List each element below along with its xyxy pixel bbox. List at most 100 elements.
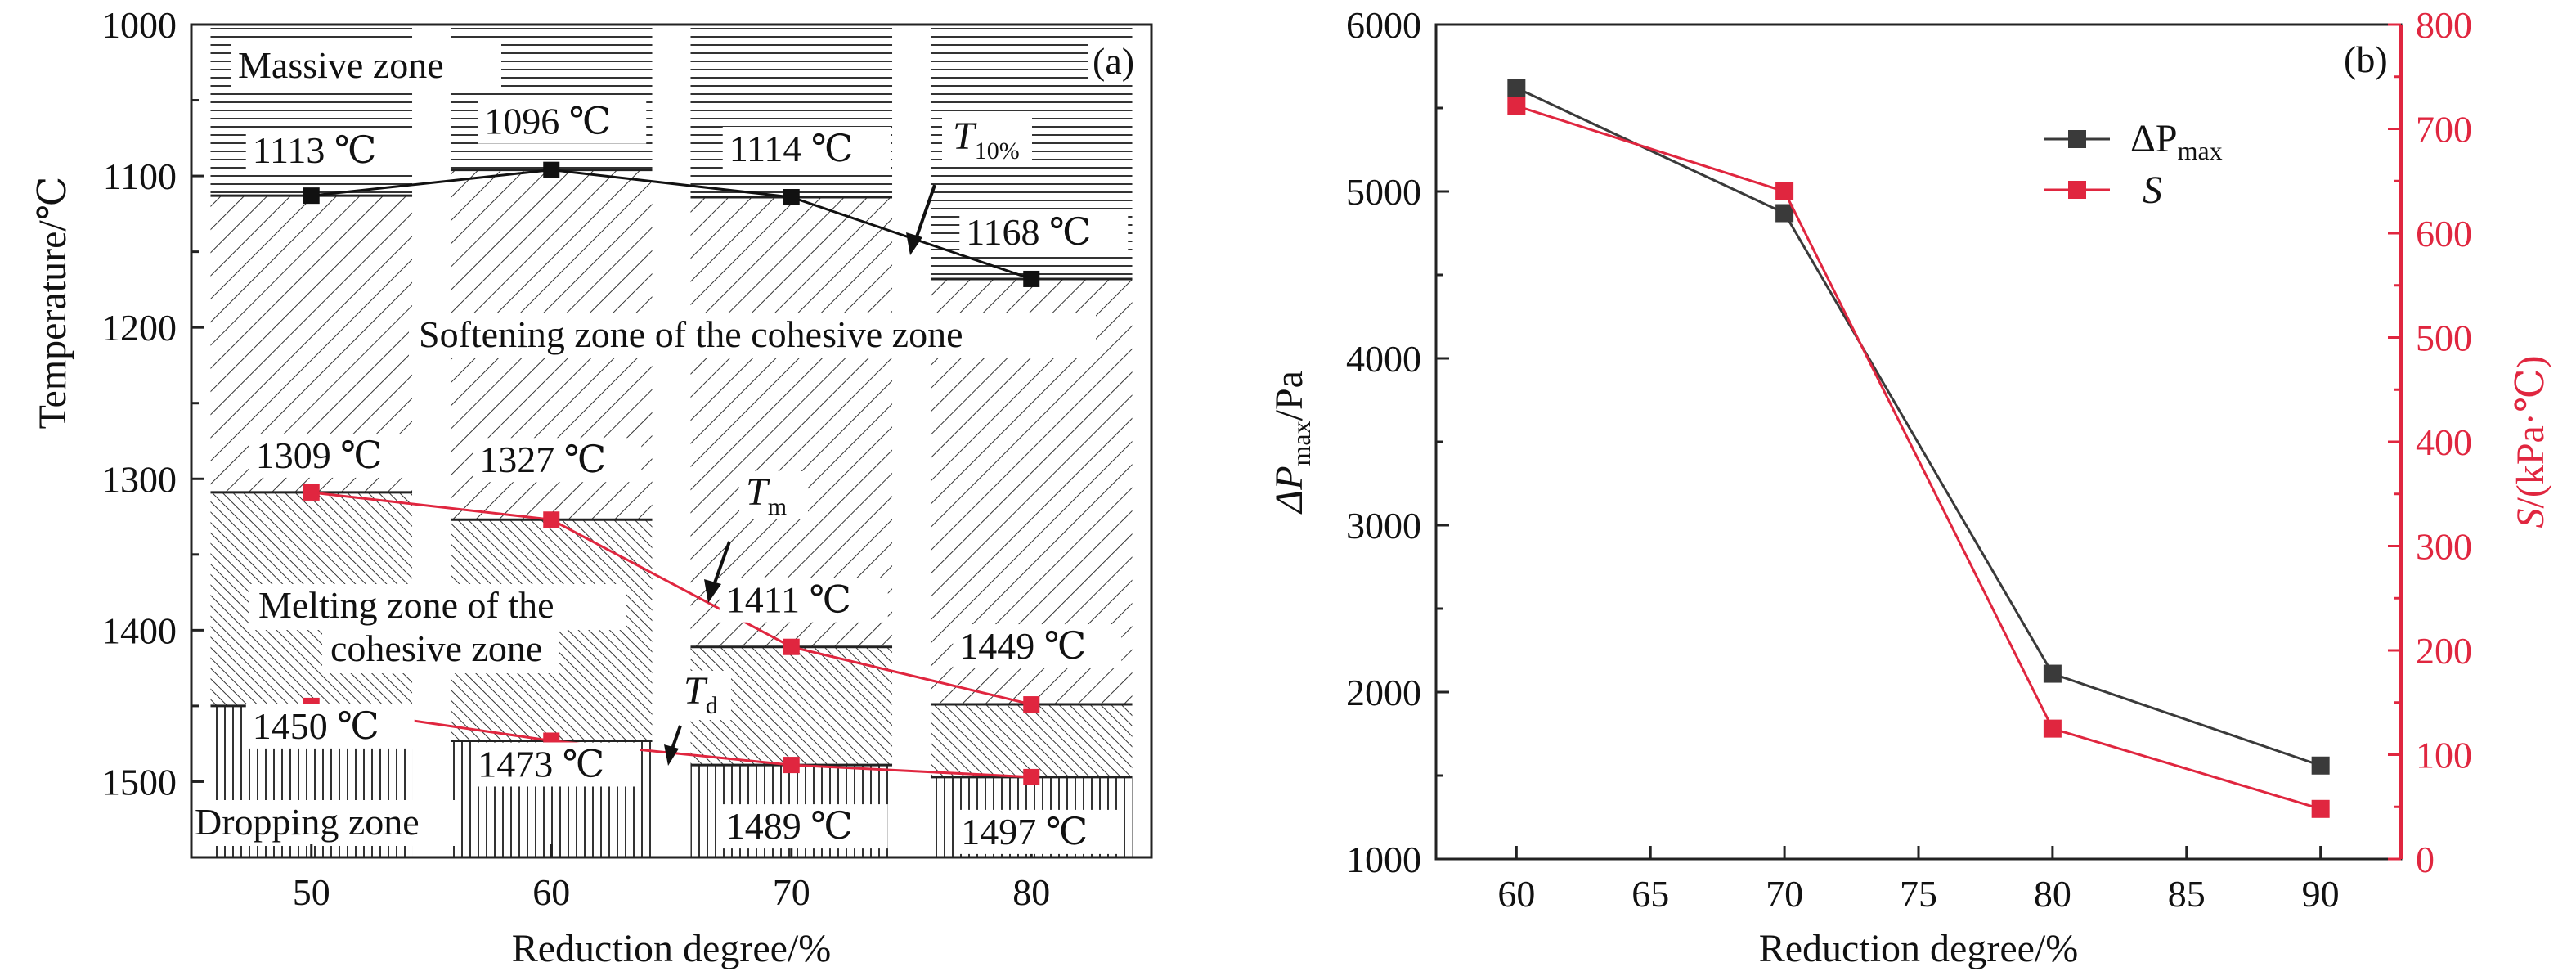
b-left-tick-label: 5000: [1346, 171, 1421, 213]
a-value-label-Tm: 1327 ℃: [479, 439, 606, 480]
a-value-label-bg: [478, 99, 647, 144]
a-marker-Tm: [543, 511, 560, 528]
a-value-label-bg: [249, 433, 418, 478]
a-t10-label: T10%: [953, 115, 1020, 164]
label-mask: [322, 627, 559, 673]
a-marker-Tm: [1023, 696, 1040, 713]
b-marker-s: [2043, 719, 2062, 738]
b-panel-label: (b): [2344, 38, 2388, 80]
label-mask: [675, 671, 731, 720]
a-tm-arrowhead: [704, 579, 721, 603]
a-y-tick-label: 1100: [103, 155, 177, 197]
b-x-tick-label: 80: [2034, 873, 2071, 915]
panel-b: 1000 2000 3000 4000 5000 6000 0 100 200 300 400 500…: [1268, 4, 2552, 970]
a-value-label-Td: 1450 ℃: [253, 705, 379, 747]
a-panel-label: (a): [1093, 40, 1134, 82]
label-mask: [739, 471, 808, 519]
a-value-label-bg: [473, 438, 642, 483]
a-y-tick-label: 1000: [101, 4, 177, 46]
a-td-arrowhead: [664, 744, 679, 766]
a-zone-label-melting-2: cohesive zone: [330, 627, 542, 669]
a-series-lines: [303, 161, 1040, 785]
a-zone-label-softening: Softening zone of the cohesive zone: [419, 313, 963, 355]
b-marker-dp: [1507, 79, 1526, 97]
b-right-tick-label: 400: [2416, 421, 2472, 463]
a-axis-ticks: 1000 1100 1200 1300 1400 1500 50 60 70 80: [101, 4, 1050, 913]
melting-zone-fill: [930, 704, 1133, 777]
a-zone-label-dropping: Dropping zone: [195, 801, 420, 843]
a-series-line-T10: [311, 169, 1032, 281]
a-value-label-bg: [471, 742, 640, 787]
a-value-label-bg: [722, 127, 891, 172]
b-right-tick-label: 300: [2416, 526, 2472, 568]
b-y-axis-title-left: ΔPmax/Pa: [1268, 371, 1316, 515]
softening-zone-fill: [690, 197, 893, 647]
label-mask: [1088, 39, 1142, 85]
a-series-line-Tm: [311, 491, 1032, 706]
b-x-tick-label: 70: [1766, 873, 1803, 915]
label-mask: [193, 800, 459, 846]
a-y-tick-label: 1500: [101, 761, 177, 803]
a-value-label-T10: 1096 ℃: [484, 101, 611, 142]
massive-zone-fill: [690, 25, 893, 198]
a-marker-Td: [1023, 768, 1040, 785]
a-t10-arrow: [913, 184, 936, 242]
a-value-label-Tm: 1309 ℃: [256, 434, 383, 476]
a-marker-Td: [783, 757, 800, 774]
a-zone-label-massive: Massive zone: [238, 44, 444, 86]
b-marker-dp: [2043, 664, 2062, 683]
a-marker-T10: [543, 161, 560, 178]
a-value-label-bg: [719, 578, 888, 623]
b-x-tick-label: 90: [2302, 873, 2340, 915]
a-value-label-bg: [959, 209, 1129, 254]
b-left-tick-label: 4000: [1346, 338, 1421, 380]
a-x-tick-label: 50: [293, 871, 330, 913]
b-series-line-dp: [1515, 87, 2322, 767]
a-value-labels: 1113 ℃ 1096 ℃ 1114 ℃ 1168 ℃ 1309 ℃ 1327 ℃ 1411…: [245, 99, 1129, 854]
a-zone-label-melting-1: Melting zone of the: [258, 584, 554, 626]
a-value-label-bg: [954, 809, 1124, 854]
a-tm-arrow: [711, 541, 731, 588]
b-x-tick-label: 60: [1497, 873, 1535, 915]
b-right-tick-label: 600: [2416, 213, 2472, 254]
b-right-tick-label: 800: [2416, 4, 2472, 46]
a-value-label-Td: 1473 ℃: [478, 743, 604, 785]
a-value-label-T10: 1168 ℃: [966, 211, 1091, 253]
a-value-label-Tm: 1449 ℃: [959, 625, 1086, 667]
a-value-label-bg: [245, 128, 415, 173]
b-legend-label-dp: ΔPmax: [2130, 117, 2223, 165]
b-right-tick-label: 500: [2416, 317, 2472, 359]
b-right-tick-label: 200: [2416, 630, 2472, 672]
a-y-axis-title: Temperature/℃: [31, 177, 74, 430]
b-right-tick-label: 700: [2416, 109, 2472, 151]
b-series-lines: [1507, 79, 2330, 818]
b-axis-ticks: 1000 2000 3000 4000 5000 6000 0 100 200 300 400 500…: [1346, 4, 2472, 915]
b-series-line-s: [1515, 105, 2322, 811]
a-y-tick-label: 1300: [101, 458, 177, 500]
b-marker-s: [1507, 97, 1526, 115]
a-x-axis-title: Reduction degree/%: [512, 927, 832, 970]
a-series-line-Td: [311, 704, 1032, 779]
b-marker-dp: [1775, 204, 1794, 223]
label-mask: [231, 43, 501, 88]
a-tm-label: Tm: [746, 470, 787, 520]
a-marker-T10: [303, 187, 320, 205]
b-legend-marker-s: [2068, 181, 2086, 199]
a-value-label-bg: [245, 704, 415, 749]
b-right-tick-label: 100: [2416, 735, 2472, 776]
a-value-label-T10: 1114 ℃: [729, 128, 854, 169]
b-left-tick-label: 1000: [1346, 839, 1421, 880]
b-legend-label-s: S: [2143, 169, 2162, 212]
panel-a: 1000 1100 1200 1300 1400 1500 50 60 70 80 Massive…: [31, 4, 1153, 970]
b-marker-dp: [2311, 756, 2330, 775]
a-plot-frame: [190, 23, 1153, 859]
label-mask: [409, 313, 1096, 358]
label-mask: [249, 584, 626, 630]
a-value-label-Td: 1489 ℃: [726, 805, 853, 847]
a-value-label-Td: 1497 ℃: [961, 811, 1088, 852]
a-t10-arrowhead: [906, 232, 922, 255]
b-x-tick-label: 85: [2168, 873, 2206, 915]
b-left-tick-label: 6000: [1346, 4, 1421, 46]
b-x-tick-label: 65: [1631, 873, 1669, 915]
